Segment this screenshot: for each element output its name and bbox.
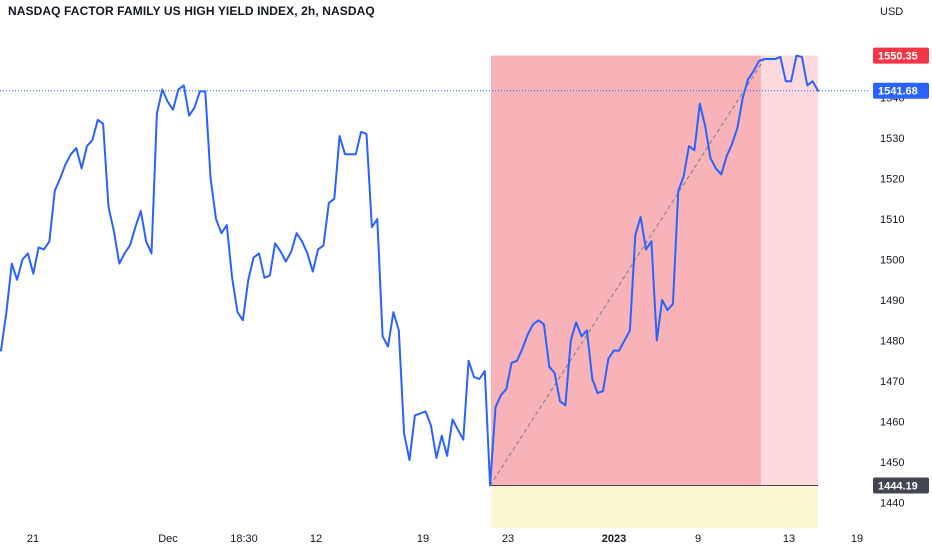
x-tick-label: 12	[310, 533, 322, 545]
y-tick-label: 1460	[880, 417, 904, 429]
price-line	[0, 54, 819, 487]
y-tick-label: 1510	[880, 214, 904, 226]
x-tick-label: 18:30	[230, 533, 258, 545]
y-tick-label: 1450	[880, 457, 904, 469]
time-axis: 21 Dec 18:30 12 19 23 2023 9 13 19	[27, 533, 863, 545]
stop-price-badge: 1550.35	[878, 51, 918, 63]
y-tick-label: 1500	[880, 255, 904, 267]
x-tick-label: 19	[417, 533, 429, 545]
x-tick-label: 19	[851, 533, 863, 545]
x-tick-label: 13	[783, 533, 795, 545]
entry-price-badge-bg	[873, 477, 929, 494]
stop-loss-zone	[491, 55, 761, 486]
y-tick-label: 1490	[880, 295, 904, 307]
y-tick-label: 1530	[880, 133, 904, 145]
y-tick-label: 1440	[880, 498, 904, 510]
price-series	[0, 54, 870, 487]
price-badges: 1550.35 1541.68 1444.19	[873, 47, 929, 494]
position-zones	[489, 55, 818, 528]
x-tick-label: 2023	[602, 533, 626, 545]
x-tick-label: 23	[502, 533, 514, 545]
price-axis: USD 1440 1450 1460 1470 1480 1490 1500 1510 1520 1…	[880, 6, 904, 510]
stop-price-badge-bg	[873, 47, 929, 64]
position-diagonal	[489, 55, 767, 486]
current-price-badge-bg	[873, 82, 929, 99]
y-tick-label: 1480	[880, 336, 904, 348]
currency-label: USD	[880, 6, 903, 18]
chart-title: NASDAQ FACTOR FAMILY US HIGH YIELD INDEX…	[8, 4, 375, 18]
x-tick-label: 21	[27, 533, 39, 545]
x-tick-label: Dec	[158, 533, 178, 545]
profit-zone	[491, 485, 818, 528]
y-tick-label: 1520	[880, 174, 904, 186]
current-price-badge: 1541.68	[878, 86, 918, 98]
x-tick-label: 9	[695, 533, 701, 545]
y-tick-label: 1470	[880, 376, 904, 388]
stop-loss-zone-faded	[761, 55, 818, 486]
entry-price-badge: 1444.19	[878, 481, 918, 493]
